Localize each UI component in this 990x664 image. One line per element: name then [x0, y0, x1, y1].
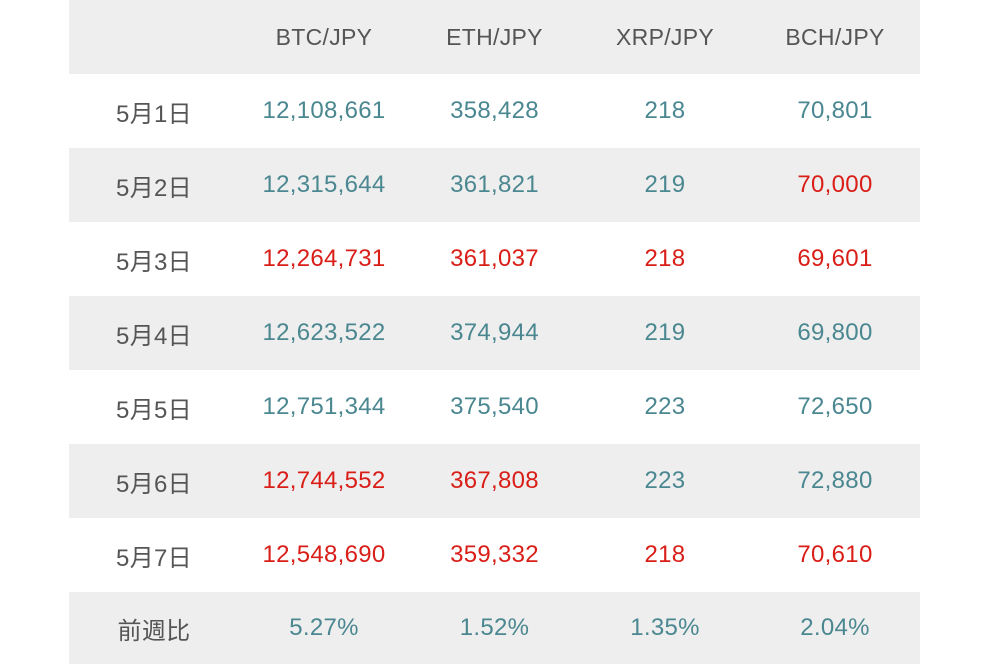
eth-price-cell: 367,808: [450, 467, 539, 494]
eth-price-cell: 374,944: [450, 319, 539, 346]
eth-price-cell: 375,540: [450, 393, 539, 420]
xrp-price-cell: 223: [644, 393, 686, 420]
date-cell: 5月6日: [116, 470, 192, 498]
xrp-price-cell: 223: [644, 467, 686, 494]
date-cell: 5月4日: [116, 322, 192, 350]
eth-price-cell: 361,037: [450, 245, 539, 272]
xrp-price-cell: 219: [644, 171, 686, 198]
summary-row: 前週比 5.27% 1.52% 1.35% 2.04%: [69, 592, 920, 664]
xrp-price-cell: 219: [644, 319, 686, 346]
header-date: [69, 0, 239, 74]
table-row: 5月3日 12,264,731 361,037 218 69,601: [69, 222, 920, 296]
date-cell: 5月7日: [116, 544, 192, 572]
header-xrp-jpy: XRP/JPY: [616, 23, 714, 50]
bch-price-cell: 70,610: [797, 541, 873, 568]
bch-change-cell: 2.04%: [800, 614, 870, 641]
header-row: BTC/JPY ETH/JPY XRP/JPY BCH/JPY: [69, 0, 920, 74]
table-row: 5月6日 12,744,552 367,808 223 72,880: [69, 444, 920, 518]
bch-price-cell: 70,000: [797, 171, 873, 198]
header-btc-jpy: BTC/JPY: [275, 23, 373, 50]
date-cell: 5月1日: [116, 100, 192, 128]
price-table-container: BTC/JPY ETH/JPY XRP/JPY BCH/JPY 5月1日 12,…: [69, 0, 920, 664]
week-over-week-label: 前週比: [117, 617, 191, 645]
eth-price-cell: 358,428: [450, 97, 539, 124]
xrp-price-cell: 218: [644, 245, 686, 272]
header-eth-jpy: ETH/JPY: [446, 23, 543, 50]
eth-price-cell: 359,332: [450, 541, 539, 568]
btc-price-cell: 12,548,690: [262, 541, 386, 568]
date-cell: 5月2日: [116, 174, 192, 202]
table-row: 5月7日 12,548,690 359,332 218 70,610: [69, 518, 920, 592]
bch-price-cell: 72,650: [797, 393, 873, 420]
date-cell: 5月3日: [116, 248, 192, 276]
btc-price-cell: 12,623,522: [262, 319, 386, 346]
xrp-price-cell: 218: [644, 541, 686, 568]
btc-price-cell: 12,315,644: [262, 171, 386, 198]
btc-price-cell: 12,744,552: [262, 467, 386, 494]
btc-change-cell: 5.27%: [289, 614, 359, 641]
btc-price-cell: 12,108,661: [262, 97, 386, 124]
bch-price-cell: 69,601: [797, 245, 873, 272]
table-row: 5月4日 12,623,522 374,944 219 69,800: [69, 296, 920, 370]
date-cell: 5月5日: [116, 396, 192, 424]
bch-price-cell: 72,880: [797, 467, 873, 494]
crypto-price-table: BTC/JPY ETH/JPY XRP/JPY BCH/JPY 5月1日 12,…: [69, 0, 920, 664]
btc-price-cell: 12,751,344: [262, 393, 386, 420]
bch-price-cell: 70,801: [797, 97, 873, 124]
eth-price-cell: 361,821: [450, 171, 539, 198]
eth-change-cell: 1.52%: [459, 614, 530, 641]
table-row: 5月2日 12,315,644 361,821 219 70,000: [69, 148, 920, 222]
bch-price-cell: 69,800: [797, 319, 873, 346]
xrp-change-cell: 1.35%: [630, 614, 700, 641]
xrp-price-cell: 218: [644, 97, 686, 124]
table-row: 5月1日 12,108,661 358,428 218 70,801: [69, 74, 920, 148]
header-bch-jpy: BCH/JPY: [785, 23, 885, 50]
btc-price-cell: 12,264,731: [262, 245, 386, 272]
table-row: 5月5日 12,751,344 375,540 223 72,650: [69, 370, 920, 444]
